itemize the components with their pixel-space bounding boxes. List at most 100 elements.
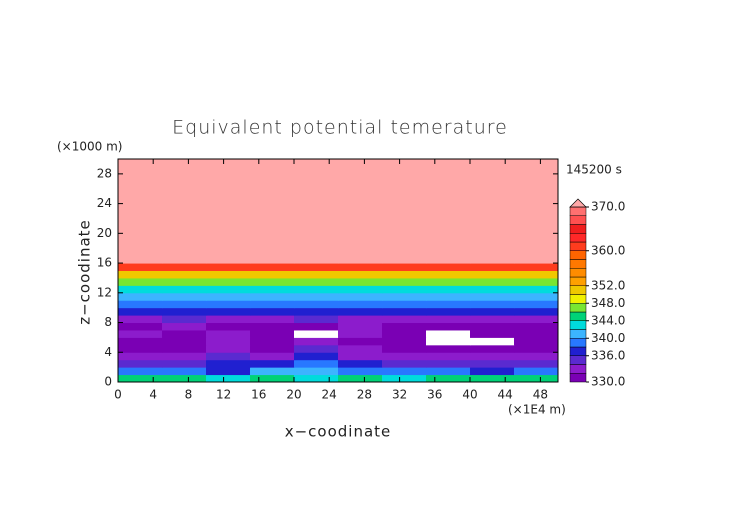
contour-cell [250, 270, 295, 279]
contour-cell [250, 352, 295, 361]
contour-cell [338, 337, 383, 346]
contour-cell [426, 315, 471, 324]
x-tick-label: 12 [216, 388, 231, 402]
colorbar-band [569, 303, 587, 313]
colorbar-band [569, 215, 587, 225]
contour-cell [162, 344, 207, 353]
contour-cell [250, 285, 295, 294]
contour-cell [382, 159, 427, 264]
colorbar-band [569, 346, 587, 356]
colorbar-tick-label: 340.0 [591, 331, 625, 345]
contour-cell [382, 374, 427, 383]
contour-cell [206, 292, 251, 301]
contour-cell [250, 159, 295, 264]
contour-cell [514, 337, 559, 346]
y-tick-label: 24 [97, 196, 112, 210]
contour-cell [426, 344, 471, 353]
contour-cell [294, 374, 339, 383]
contour-cell [250, 344, 295, 353]
x-tick-label: 24 [322, 388, 337, 402]
y-tick-label: 16 [97, 256, 112, 270]
contour-cell [426, 367, 471, 376]
contour-cell [162, 322, 207, 331]
contour-cell [206, 300, 251, 309]
contour-cell [294, 344, 339, 353]
y-unit: (×1000 m) [57, 140, 122, 154]
contour-cell [514, 359, 559, 368]
contour-cell [250, 307, 295, 316]
x-tick-label: 16 [251, 388, 266, 402]
contour-cell [206, 159, 251, 264]
contour-cell [338, 285, 383, 294]
x-axis-label: x−coodinate [285, 423, 392, 441]
contour-cell [118, 359, 163, 368]
contour-cell [426, 292, 471, 301]
x-tick-label: 20 [286, 388, 301, 402]
contour-cell [118, 367, 163, 376]
contour-cell [118, 300, 163, 309]
contour-cell [206, 337, 251, 346]
contour-cell [250, 292, 295, 301]
contour-cell [118, 307, 163, 316]
contour-cell [514, 322, 559, 331]
contour-cell [470, 292, 515, 301]
colorbar-band [569, 294, 587, 304]
y-tick-label: 12 [97, 285, 112, 299]
contour-cell [250, 315, 295, 324]
contour-cell [470, 263, 515, 271]
contour-cell [294, 337, 339, 346]
contour-cell [294, 359, 339, 368]
contour-cell [382, 277, 427, 286]
contour-cell [382, 337, 427, 346]
colorbar-tick-label: 360.0 [591, 243, 625, 257]
contour-cell [294, 307, 339, 316]
contour-cell [514, 285, 559, 294]
colorbar-band [569, 285, 587, 295]
y-tick-label: 28 [97, 166, 112, 180]
contour-cell [470, 285, 515, 294]
contour-cell [162, 270, 207, 279]
contour-cell [470, 322, 515, 331]
colorbar-band [569, 338, 587, 348]
colorbar-band [569, 373, 587, 383]
y-tick-label: 8 [104, 315, 112, 329]
contour-cell [294, 292, 339, 301]
contour-cell [514, 270, 559, 279]
contour-cell [470, 337, 515, 346]
contour-cell [382, 263, 427, 271]
contour-cell [470, 367, 515, 376]
contour-cell [470, 344, 515, 353]
contour-cell [294, 277, 339, 286]
contour-cell [206, 367, 251, 376]
contour-cell [382, 344, 427, 353]
contour-cell [162, 337, 207, 346]
x-unit: (×1E4 m) [508, 403, 566, 417]
contour-cell [118, 159, 163, 264]
contour-cell [250, 263, 295, 271]
contour-cell [470, 300, 515, 309]
y-tick-label: 20 [97, 226, 112, 240]
colorbar-band [569, 259, 587, 269]
contour-cell [514, 300, 559, 309]
colorbar-over [569, 198, 587, 208]
time-label: 145200 s [566, 163, 622, 177]
colorbar-band [569, 250, 587, 260]
contour-cell [470, 270, 515, 279]
contour-cell [118, 292, 163, 301]
colorbar-band [569, 206, 587, 216]
contour-cell [294, 270, 339, 279]
contour-cell [118, 315, 163, 324]
contour-cell [382, 307, 427, 316]
contour-cell [338, 367, 383, 376]
contour-cell [294, 300, 339, 309]
contour-cell [118, 337, 163, 346]
contour-cell [426, 322, 471, 331]
contour-cell [426, 352, 471, 361]
contour-cell [294, 159, 339, 264]
contour-cell [206, 263, 251, 271]
contour-cell [118, 329, 163, 338]
contour-cell [162, 359, 207, 368]
colorbar-tick-label: 370.0 [591, 200, 625, 214]
contour-cell [162, 292, 207, 301]
colorbar-band [569, 364, 587, 374]
